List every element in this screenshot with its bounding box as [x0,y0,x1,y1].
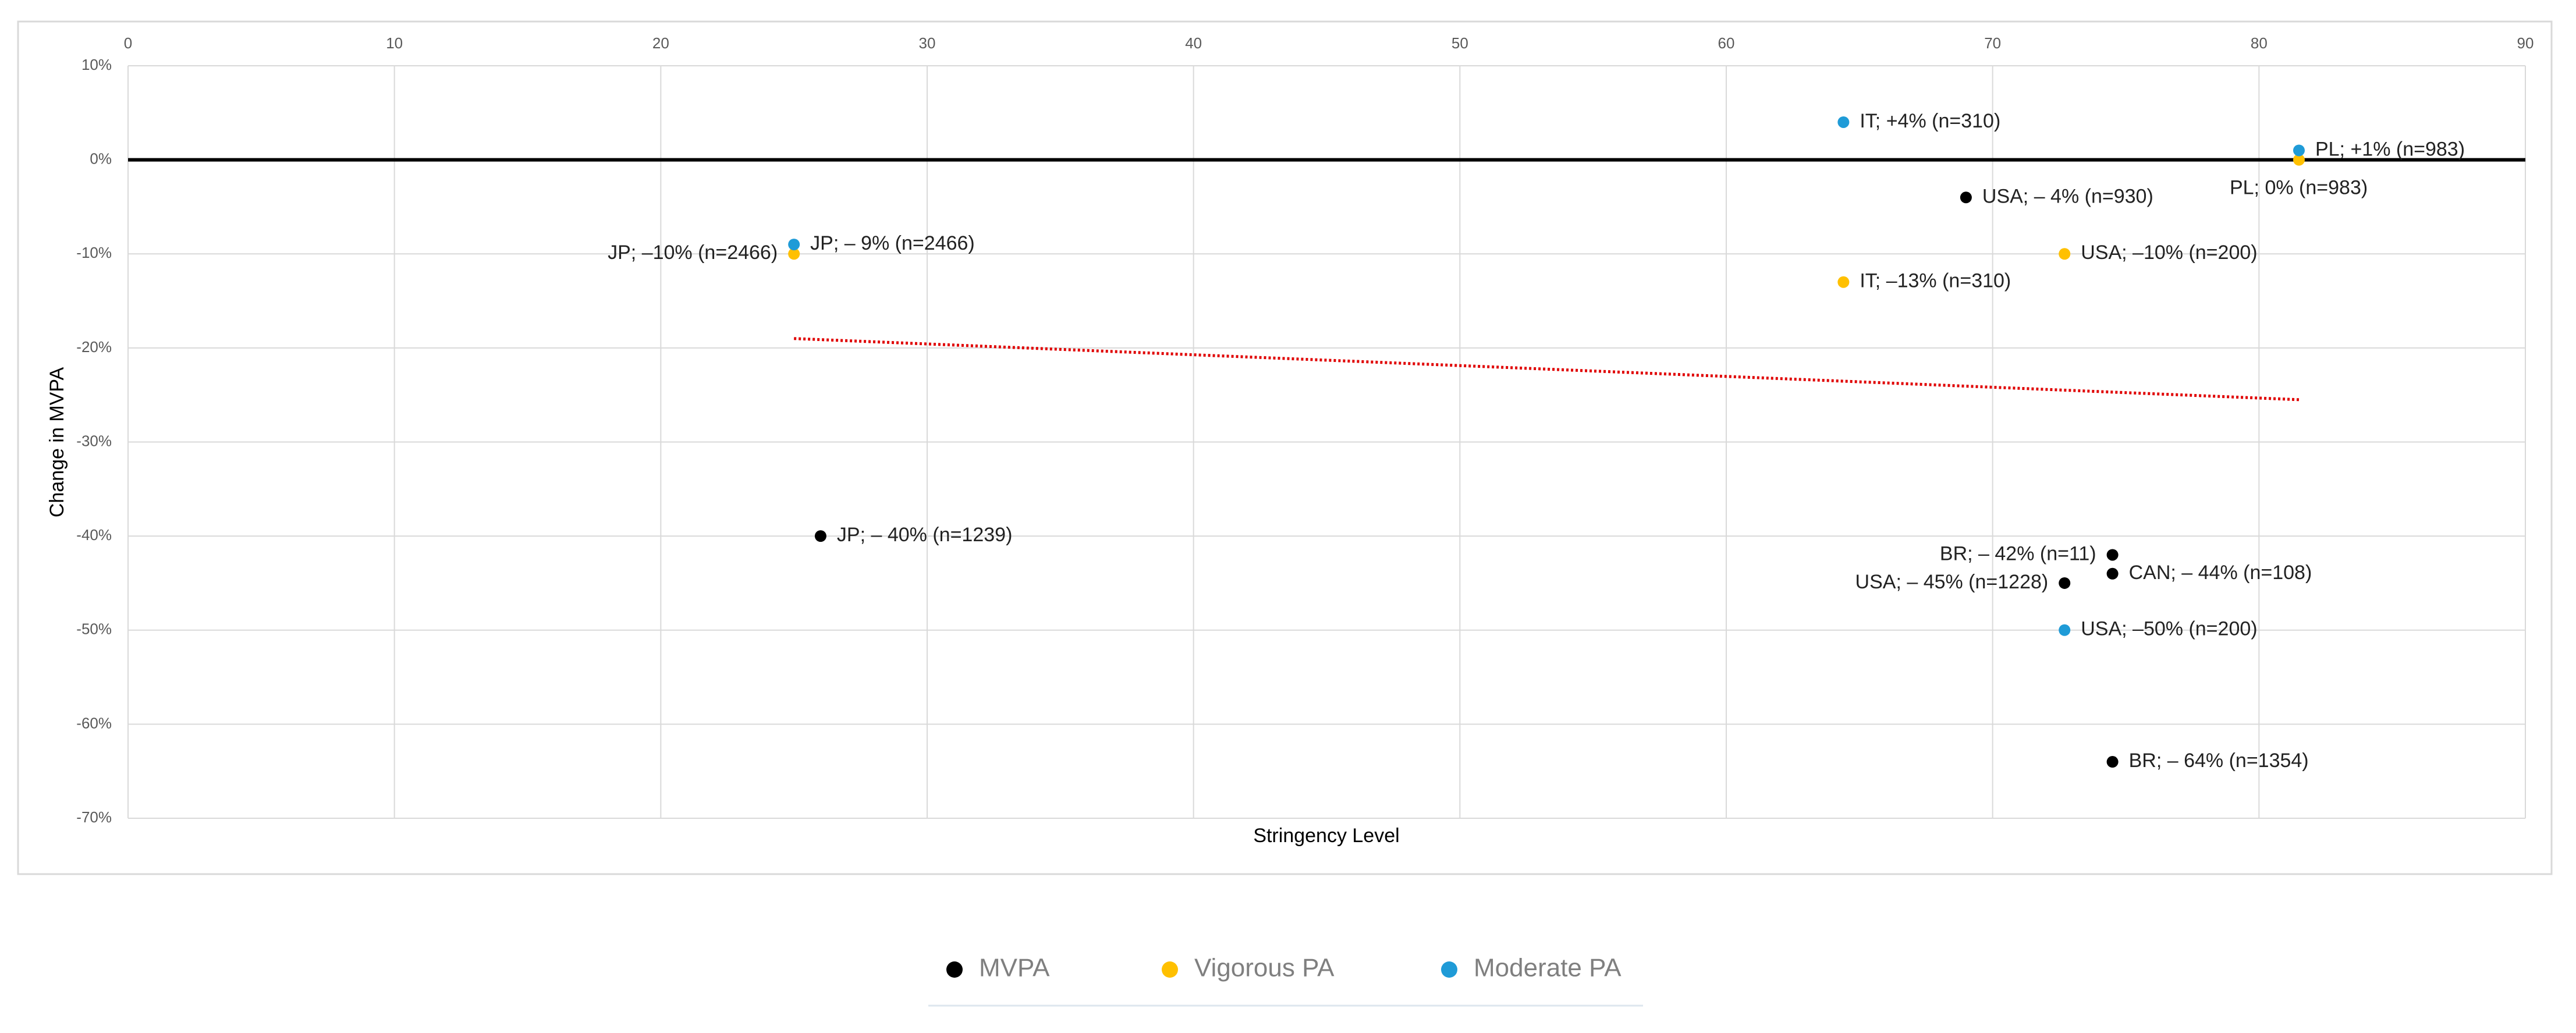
point [2059,577,2071,589]
point [814,530,826,542]
legend-marker [946,961,963,978]
point-label: IT; –13% (n=310) [1860,270,2011,292]
x-tick-label: 0 [124,34,132,52]
chart-border [17,20,2553,875]
point [2293,144,2305,157]
point [2059,248,2071,260]
legend-marker [1162,961,1178,978]
point-label: JP; – 9% (n=2466) [810,232,975,254]
y-tick-label: -70% [76,808,112,826]
x-tick-label: 10 [386,34,403,52]
point-label: PL; 0% (n=983) [2230,177,2368,199]
point [1837,276,1850,288]
x-tick-label: 40 [1185,34,1202,52]
y-tick-label: 0% [90,150,112,168]
point-label: USA; – 45% (n=1228) [1855,571,2049,593]
point [2293,154,2305,166]
point [2106,549,2119,561]
point-label: IT; +4% (n=310) [1860,110,2000,132]
x-tick-label: 50 [1452,34,1468,52]
point-label: BR; – 42% (n=11) [1940,542,2096,565]
point-label: JP; –10% (n=2466) [608,242,778,264]
legend-label: Moderate PA [1474,954,1621,982]
y-tick-label: -10% [76,244,112,261]
point-label: USA; –50% (n=200) [2081,618,2257,640]
point [788,248,800,260]
y-tick-label: -30% [76,432,112,449]
y-tick-label: -20% [76,338,112,356]
point-label: CAN; – 44% (n=108) [2129,562,2312,584]
y-tick-label: -60% [76,714,112,732]
legend-label: MVPA [979,954,1050,982]
x-tick-label: 90 [2517,34,2534,52]
y-tick-label: -40% [76,526,112,544]
y-axis-title: Change in MVPA [46,367,68,518]
x-tick-label: 30 [919,34,936,52]
x-tick-label: 60 [1718,34,1735,52]
x-tick-label: 80 [2251,34,2268,52]
point [2106,567,2119,580]
point [2059,624,2071,636]
y-tick-label: 10% [81,56,112,73]
point [1960,191,1972,204]
legend-label: Vigorous PA [1194,954,1335,982]
y-tick-label: -50% [76,620,112,638]
point-label: USA; –10% (n=200) [2081,242,2257,264]
point-label: BR; – 64% (n=1354) [2129,750,2309,772]
point [2106,756,2119,768]
point-label: JP; – 40% (n=1239) [837,524,1012,546]
legend-marker [1441,961,1457,978]
point [1837,116,1850,128]
x-axis-title: Stringency Level [1253,825,1399,847]
point-label: USA; – 4% (n=930) [1982,185,2153,207]
x-tick-label: 20 [652,34,669,52]
point [788,239,800,251]
x-tick-label: 70 [1984,34,2001,52]
point-label: PL; +1% (n=983) [2315,138,2465,160]
